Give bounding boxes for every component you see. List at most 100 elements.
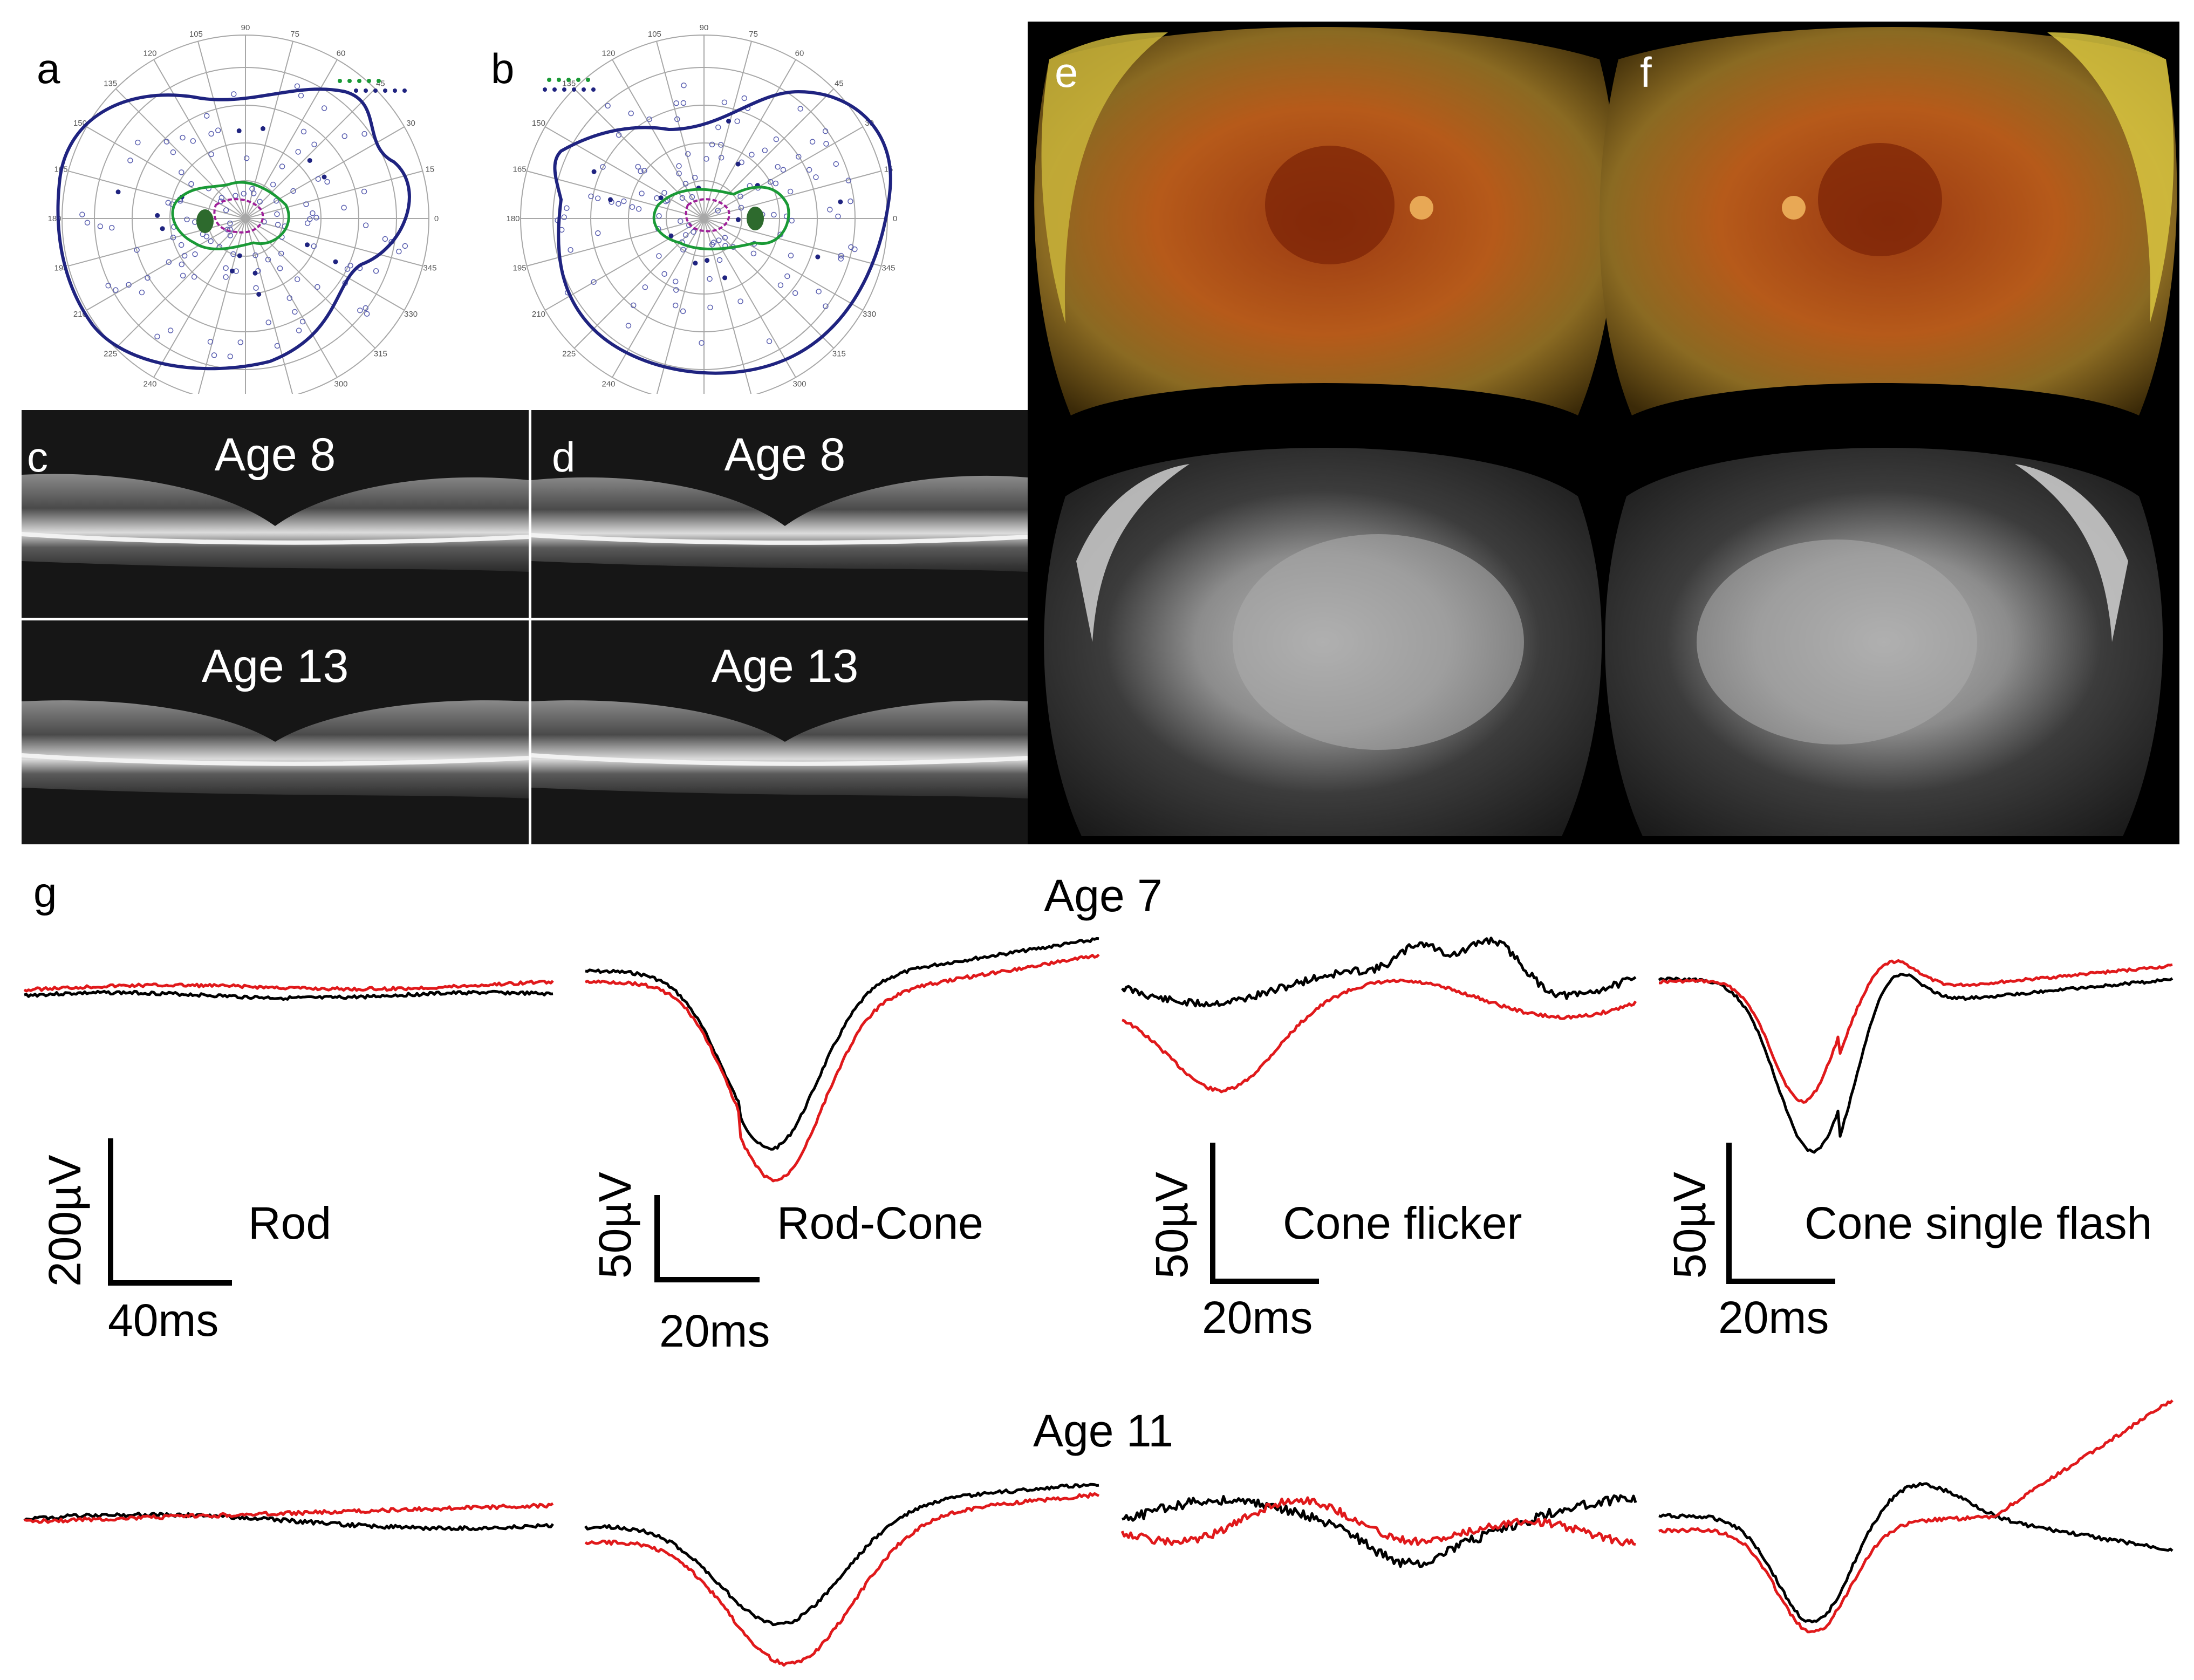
test-point (321, 105, 327, 111)
test-point (672, 278, 679, 285)
test-point (292, 309, 298, 315)
test-point (396, 248, 402, 255)
polar-tick-label: 135 (562, 79, 576, 88)
oct-scan (531, 475, 1028, 572)
test-point (243, 155, 250, 161)
test-point (402, 243, 408, 249)
test-point-filled (160, 226, 165, 231)
test-point (364, 311, 370, 317)
test-point (595, 230, 601, 236)
test-point (300, 128, 307, 135)
test-point (311, 243, 317, 249)
test-point-filled (668, 233, 674, 238)
test-point (315, 284, 320, 290)
test-point (709, 141, 715, 148)
polar-spoke (612, 59, 705, 219)
blind-spot (196, 209, 214, 233)
test-point (679, 195, 686, 201)
test-point (191, 274, 197, 280)
erg-label-cone-flicker: Cone flicker (1283, 1198, 1522, 1248)
test-point (363, 305, 368, 311)
isopter-inner (685, 198, 730, 233)
test-point (680, 308, 686, 315)
polar-spoke (245, 218, 405, 311)
test-point (635, 206, 642, 212)
test-point (108, 224, 115, 231)
scale-bar-cone-flicker (1210, 1143, 1319, 1284)
test-point (299, 318, 306, 325)
polar-spoke (68, 170, 246, 219)
test-point (218, 195, 225, 201)
test-point (249, 186, 255, 192)
test-point (852, 246, 858, 252)
test-point (673, 100, 679, 106)
polar-spoke (527, 218, 705, 267)
test-point (296, 327, 302, 333)
test-point (167, 327, 174, 333)
isopter-middle (171, 181, 290, 250)
polar-tick-label: 345 (881, 264, 895, 273)
erg-trace-single-a11-black (1658, 1482, 2174, 1623)
fundus-color-right (1599, 27, 2177, 415)
test-point (134, 247, 140, 253)
test-point (738, 204, 744, 211)
test-point (241, 190, 247, 197)
test-point (646, 116, 652, 122)
test-point (678, 218, 684, 224)
test-point (672, 302, 679, 309)
erg-amp-cone-single: 50µV (1664, 1172, 1715, 1279)
test-point (163, 139, 170, 145)
erg-amp-rod: 200µV (39, 1155, 90, 1287)
test-point (265, 256, 271, 263)
test-point (307, 216, 313, 222)
polar-tick-label: 90 (241, 23, 250, 32)
fundus-af-right (1605, 448, 2163, 836)
test-point (737, 298, 743, 304)
test-point (797, 106, 803, 112)
test-point (170, 235, 176, 241)
test-point (588, 193, 594, 200)
polar-spoke (245, 59, 338, 219)
polar-spoke (197, 218, 246, 394)
polar-tick-label: 210 (532, 310, 545, 319)
test-point (629, 204, 635, 210)
fundus-color-left (1034, 27, 1617, 415)
test-point (691, 229, 696, 235)
polar-spoke (573, 88, 705, 219)
test-point (788, 252, 794, 258)
test-point-filled (229, 268, 235, 274)
test-point (215, 127, 221, 133)
polar-spoke (245, 218, 423, 267)
test-point (105, 283, 111, 289)
polar-tick-label: 300 (792, 380, 806, 389)
polar-tick-label: 120 (602, 49, 615, 58)
test-point (734, 118, 740, 124)
polar-tick-label: 30 (406, 119, 415, 128)
test-point (181, 252, 188, 259)
test-point (847, 198, 853, 204)
test-point (845, 177, 852, 183)
test-point (253, 285, 259, 291)
polar-spoke (703, 126, 863, 219)
test-point (792, 290, 798, 296)
test-point-filled (722, 275, 728, 281)
panel-label-a: a (37, 45, 60, 92)
panel-label-e: e (1055, 49, 1078, 96)
test-point (676, 170, 682, 176)
test-point (208, 151, 214, 158)
polar-spoke (153, 218, 246, 378)
test-point (227, 220, 233, 227)
isopter-middle (652, 186, 790, 250)
erg-trace-rod-a11-red (24, 1502, 554, 1524)
test-point (223, 207, 229, 213)
test-point (568, 247, 573, 253)
polar-spoke (703, 88, 835, 219)
test-point (257, 199, 263, 205)
oct-panel-d-bottom: Age 13 (531, 620, 1028, 844)
test-point (237, 339, 244, 345)
test-point-filled (658, 195, 664, 201)
test-point (707, 276, 713, 282)
test-point (784, 273, 790, 279)
test-point (718, 142, 724, 148)
test-point (685, 151, 691, 157)
